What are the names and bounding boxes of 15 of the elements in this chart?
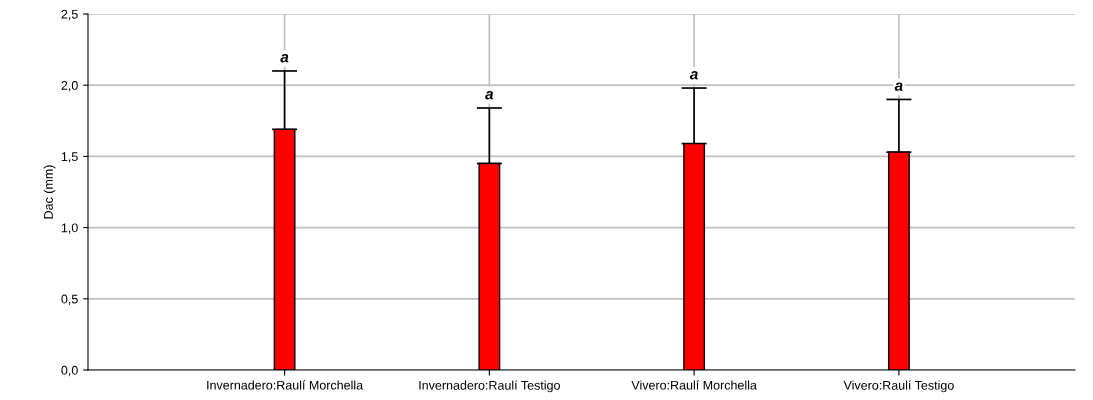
y-tick-label: 1,5 — [61, 152, 78, 163]
x-tick-label: Vivero:Raulí Testigo — [843, 380, 954, 393]
x-tick-label: Invernadero:Raulí Testigo — [419, 380, 560, 393]
y-tick-label: 2,0 — [61, 81, 78, 92]
y-tick-label: 0,0 — [61, 365, 78, 377]
x-tick-label: Invernadero:Raulí Morchella — [207, 380, 364, 390]
y-tick-label: 2,5 — [61, 9, 78, 21]
x-tick-label: Vivero:Raulí Morchella — [631, 380, 757, 390]
annotation: a — [485, 91, 494, 100]
y-tick-label: 0,5 — [61, 294, 78, 305]
annotation: a — [894, 82, 903, 91]
annotation: a — [280, 54, 289, 63]
y-tick-label: 1,0 — [61, 223, 78, 234]
y-axis-title: Dac (mm) — [43, 165, 56, 219]
annotation: a — [689, 71, 698, 80]
